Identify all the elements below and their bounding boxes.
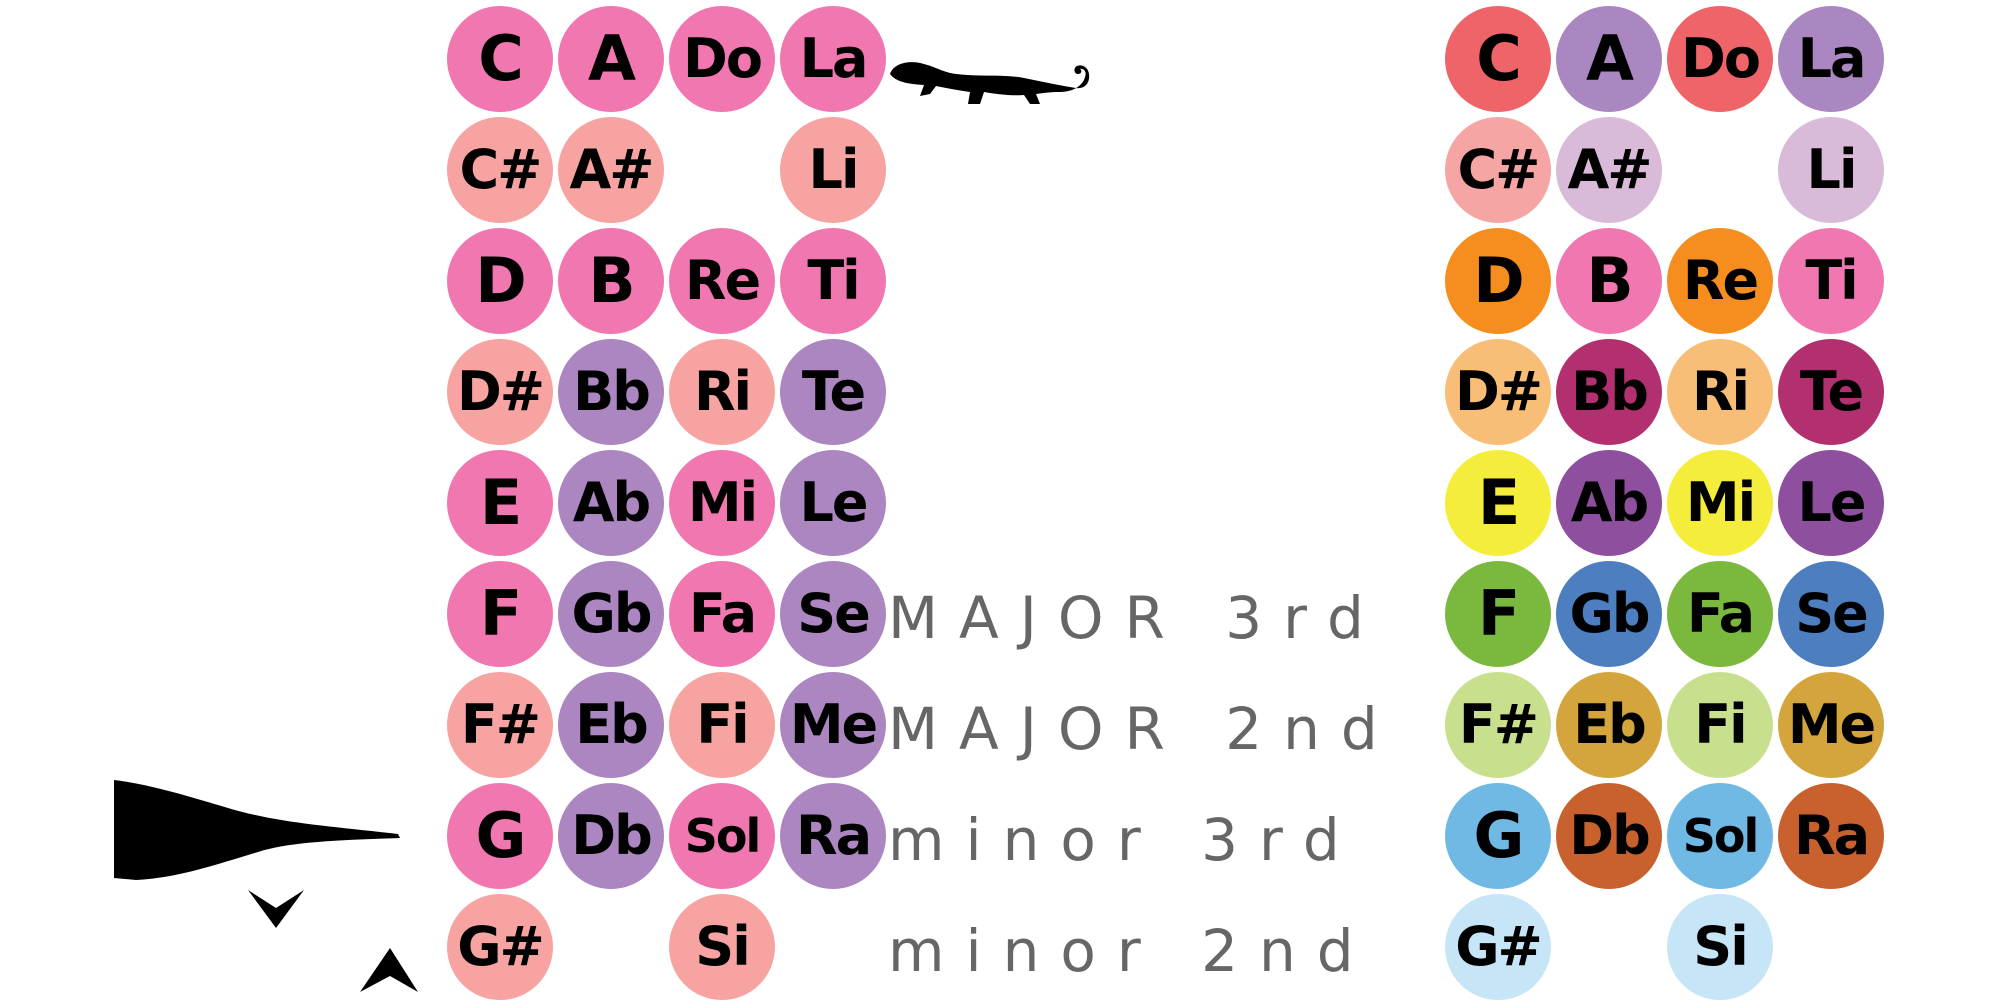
note-circle-db: Db <box>1556 783 1662 889</box>
note-circle-le: Le <box>1778 450 1884 556</box>
note-circle-mi: Mi <box>669 450 775 556</box>
interval-label: MAJOR 3rd <box>888 584 1385 652</box>
note-circle-b: B <box>1556 228 1662 334</box>
note-circle-bb: Bb <box>558 339 664 445</box>
note-circle-g-sharp: G# <box>447 894 553 1000</box>
note-circle-la: La <box>780 6 886 112</box>
note-circle-sol: Sol <box>1667 783 1773 889</box>
note-circle-ra: Ra <box>780 783 886 889</box>
note-circle-si: Si <box>1667 894 1773 1000</box>
note-circle-c: C <box>447 6 553 112</box>
note-circle-eb: Eb <box>1556 672 1662 778</box>
note-circle-me: Me <box>1778 672 1884 778</box>
note-circle-d-sharp: D# <box>447 339 553 445</box>
note-circle-te: Te <box>780 339 886 445</box>
note-circle-gb: Gb <box>1556 561 1662 667</box>
note-circle-do: Do <box>1667 6 1773 112</box>
note-circle-le: Le <box>780 450 886 556</box>
note-circle-c: C <box>1445 6 1551 112</box>
note-circle-d: D <box>1445 228 1551 334</box>
note-circle-fa: Fa <box>1667 561 1773 667</box>
note-circle-e: E <box>447 450 553 556</box>
note-circle-ab: Ab <box>558 450 664 556</box>
interval-label: minor 2nd <box>888 917 1375 985</box>
note-circle-e: E <box>1445 450 1551 556</box>
note-circle-a: A <box>558 6 664 112</box>
note-circle-ra: Ra <box>1778 783 1884 889</box>
note-circle-ri: Ri <box>1667 339 1773 445</box>
note-circle-mi: Mi <box>1667 450 1773 556</box>
note-circle-a: A <box>1556 6 1662 112</box>
note-circle-c-sharp: C# <box>447 117 553 223</box>
note-circle-b: B <box>558 228 664 334</box>
note-circle-la: La <box>1778 6 1884 112</box>
note-circle-ti: Ti <box>1778 228 1884 334</box>
note-circle-d-sharp: D# <box>1445 339 1551 445</box>
note-circle-g-sharp: G# <box>1445 894 1551 1000</box>
note-circle-me: Me <box>780 672 886 778</box>
note-circle-si: Si <box>669 894 775 1000</box>
note-circle-f-sharp: F# <box>447 672 553 778</box>
note-circle-eb: Eb <box>558 672 664 778</box>
note-circle-do: Do <box>669 6 775 112</box>
note-circle-ti: Ti <box>780 228 886 334</box>
note-circle-d: D <box>447 228 553 334</box>
note-circle-g: G <box>1445 783 1551 889</box>
gecko-silhouette-icon <box>890 62 1090 104</box>
note-circle-te: Te <box>1778 339 1884 445</box>
note-circle-ri: Ri <box>669 339 775 445</box>
interval-label: MAJOR 2nd <box>888 695 1399 763</box>
note-circle-gb: Gb <box>558 561 664 667</box>
note-circle-re: Re <box>669 228 775 334</box>
fish-tail-silhouette-icon <box>114 780 418 992</box>
note-circle-f: F <box>1445 561 1551 667</box>
note-circle-sol: Sol <box>669 783 775 889</box>
note-circle-a-sharp: A# <box>558 117 664 223</box>
note-circle-f-sharp: F# <box>1445 672 1551 778</box>
note-circle-re: Re <box>1667 228 1773 334</box>
note-circle-db: Db <box>558 783 664 889</box>
note-circle-se: Se <box>780 561 886 667</box>
note-circle-se: Se <box>1778 561 1884 667</box>
note-circle-fa: Fa <box>669 561 775 667</box>
note-circle-fi: Fi <box>1667 672 1773 778</box>
note-circle-li: Li <box>780 117 886 223</box>
note-circle-g: G <box>447 783 553 889</box>
note-circle-fi: Fi <box>669 672 775 778</box>
note-circle-ab: Ab <box>1556 450 1662 556</box>
note-circle-c-sharp: C# <box>1445 117 1551 223</box>
interval-label: minor 3rd <box>888 806 1361 874</box>
note-circle-bb: Bb <box>1556 339 1662 445</box>
note-circle-li: Li <box>1778 117 1884 223</box>
note-circle-f: F <box>447 561 553 667</box>
note-circle-a-sharp: A# <box>1556 117 1662 223</box>
